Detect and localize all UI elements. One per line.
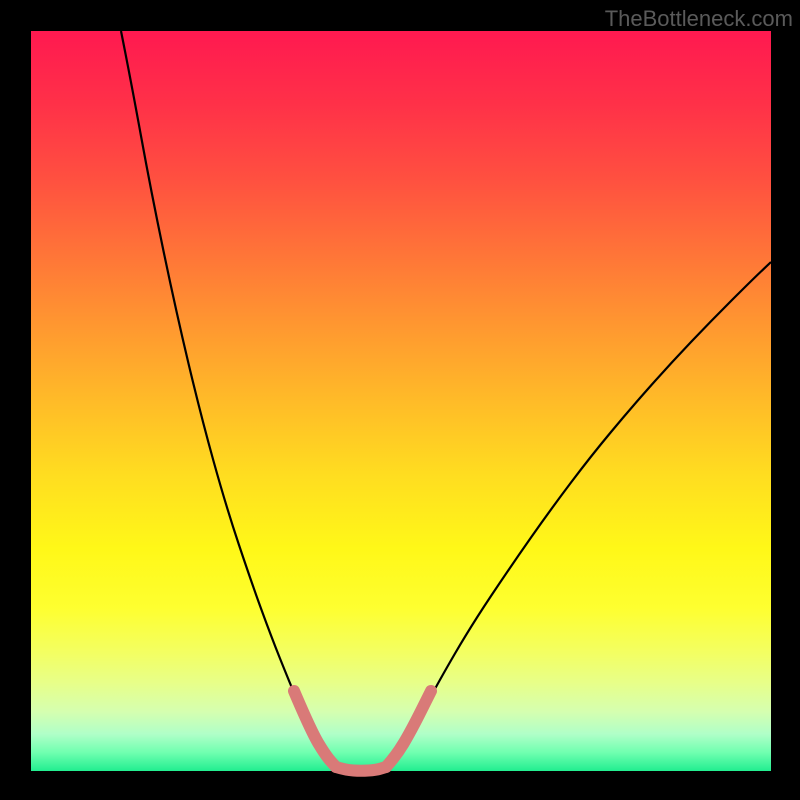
highlight-segment	[336, 767, 386, 771]
chart-container: TheBottleneck.com	[0, 0, 800, 800]
watermark-text: TheBottleneck.com	[605, 6, 793, 32]
chart-svg	[0, 0, 800, 800]
